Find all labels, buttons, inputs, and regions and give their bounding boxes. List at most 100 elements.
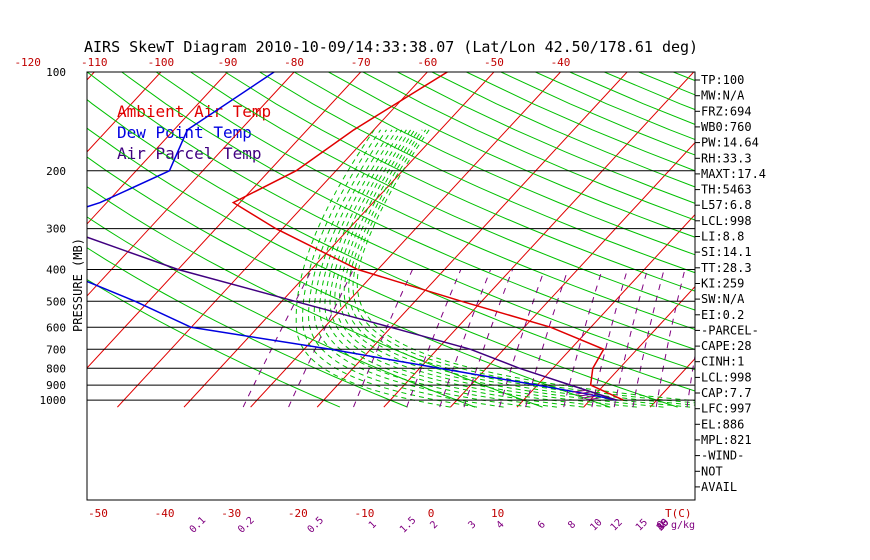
- dry-adiabat: [121, 72, 695, 350]
- legend-ambient-temp: Ambient Air Temp: [117, 102, 271, 121]
- isotherm: [87, 72, 362, 369]
- index-entry: SI:14.1: [701, 245, 752, 259]
- dry-adiabat: [777, 72, 870, 407]
- dry-adiabat: [87, 247, 408, 408]
- moist-adiabat: [302, 129, 478, 408]
- top-temp-tick-label: -40: [551, 56, 571, 69]
- mixing-ratio-label: 12: [609, 517, 625, 533]
- mixing-ratio-label: 6: [536, 519, 548, 531]
- pressure-tick-label: 800: [46, 362, 66, 375]
- bottom-temp-tick-label: -30: [221, 507, 241, 520]
- dry-adiabat: [328, 72, 695, 238]
- hatch-line: [581, 395, 596, 399]
- bottom-temp-tick-label: -10: [354, 507, 374, 520]
- pressure-tick-label: 200: [46, 165, 66, 178]
- bottom-temp-tick-label: 0: [428, 507, 435, 520]
- mixing-ratio-line: [439, 269, 492, 408]
- index-entry: FRZ:694: [701, 104, 752, 118]
- pressure-tick-label: 300: [46, 223, 66, 236]
- mixing-ratio-label: 4: [495, 519, 507, 531]
- index-entry: L57:6.8: [701, 198, 752, 212]
- index-entry: -PARCEL-: [701, 323, 759, 337]
- mixing-ratio-label: 2: [428, 519, 440, 531]
- isobars: [87, 170, 695, 401]
- index-entry: AVAIL: [701, 480, 737, 494]
- pressure-tick-label: 600: [46, 321, 66, 334]
- index-entry: EL:886: [701, 417, 744, 431]
- top-temp-tick-label: -80: [284, 56, 304, 69]
- plot-frame: [86, 71, 696, 501]
- pressure-tick-label: 1000: [40, 394, 67, 407]
- pressure-tick-label: 400: [46, 264, 66, 277]
- isotherm: [316, 72, 628, 408]
- index-entry: CAP:7.7: [701, 386, 752, 400]
- mixing-ratio-line: [765, 270, 782, 408]
- mixing-ratio-label: 0.5: [306, 515, 327, 536]
- pressure-tick-label: 100: [46, 66, 66, 79]
- dry-adiabat: [362, 72, 695, 221]
- mixing-ratio-line: [563, 269, 603, 408]
- moist-adiabat: [324, 129, 584, 408]
- mixing-ratio-line: [288, 269, 354, 408]
- pressure-tick-label: 900: [46, 379, 66, 392]
- isotherm: [87, 72, 295, 297]
- index-entry: WB0:760: [701, 120, 752, 134]
- moist-adiabat: [343, 129, 691, 408]
- index-entry: EI:0.2: [701, 308, 744, 322]
- mixing-ratio-label: 15: [634, 517, 650, 533]
- bottom-temp-tick-label: -20: [288, 507, 308, 520]
- isotherm: [383, 72, 695, 408]
- mixing-ratio-line: [406, 269, 462, 408]
- mixing-ratio-line: [499, 269, 545, 408]
- index-entry: TH:5463: [701, 183, 752, 197]
- moist-adiabat: [339, 129, 664, 408]
- dry-adiabat: [87, 127, 678, 408]
- isotherm: [649, 357, 695, 408]
- hatch-line: [575, 391, 590, 395]
- index-entry: CINH:1: [701, 355, 744, 369]
- dry-adiabat: [155, 72, 695, 330]
- dry-adiabat: [224, 72, 695, 292]
- index-entry: LCL:998: [701, 370, 752, 384]
- index-entry: CAPE:28: [701, 339, 752, 353]
- hatch-line: [578, 393, 593, 397]
- dry-adiabat: [87, 72, 695, 371]
- index-entry: LFC:997: [701, 402, 752, 416]
- index-entry: LI:8.8: [701, 230, 744, 244]
- isotherm: [583, 285, 695, 408]
- index-entry: LCL:998: [701, 214, 752, 228]
- dew-point-line: [87, 72, 617, 401]
- dry-adiabat: [87, 156, 611, 408]
- mixing-ratio-line: [632, 269, 665, 408]
- mixing-ratio-label: 1: [367, 519, 379, 531]
- bottom-temp-tick-label: -50: [88, 507, 108, 520]
- index-entry: SW:N/A: [701, 292, 745, 306]
- dry-adiabat: [397, 72, 695, 204]
- index-entry: RH:33.3: [701, 151, 752, 165]
- mixing-ratio-line: [525, 269, 569, 408]
- index-entry: TP:100: [701, 73, 744, 87]
- mixing-ratio-label: 8: [566, 519, 578, 531]
- mixing-ratio-line: [790, 270, 804, 408]
- dry-adiabat: [293, 72, 695, 256]
- mixing-unit-label: g/kg: [671, 520, 695, 531]
- profiles: [87, 72, 624, 401]
- top-temp-tick-label: -70: [351, 56, 371, 69]
- index-entry: MAXT:17.4: [701, 167, 766, 181]
- mixing-ratio-line: [353, 269, 413, 408]
- index-entry: NOT: [701, 464, 723, 478]
- isotherm: [516, 213, 695, 408]
- index-entry: TT:28.3: [701, 261, 752, 275]
- mixing-ratio-line: [242, 269, 313, 408]
- index-entry: KI:259: [701, 277, 744, 291]
- top-temp-tick-label: -60: [417, 56, 437, 69]
- dry-adiabat: [259, 72, 695, 274]
- top-temp-tick-label: -50: [484, 56, 504, 69]
- isotherm: [183, 72, 495, 408]
- dry-adiabat: [87, 98, 695, 392]
- dry-adiabat: [190, 72, 695, 311]
- chart-title: AIRS SkewT Diagram 2010-10-09/14:33:38.0…: [84, 38, 698, 56]
- isotherm: [250, 72, 561, 408]
- isotherm: [87, 72, 228, 225]
